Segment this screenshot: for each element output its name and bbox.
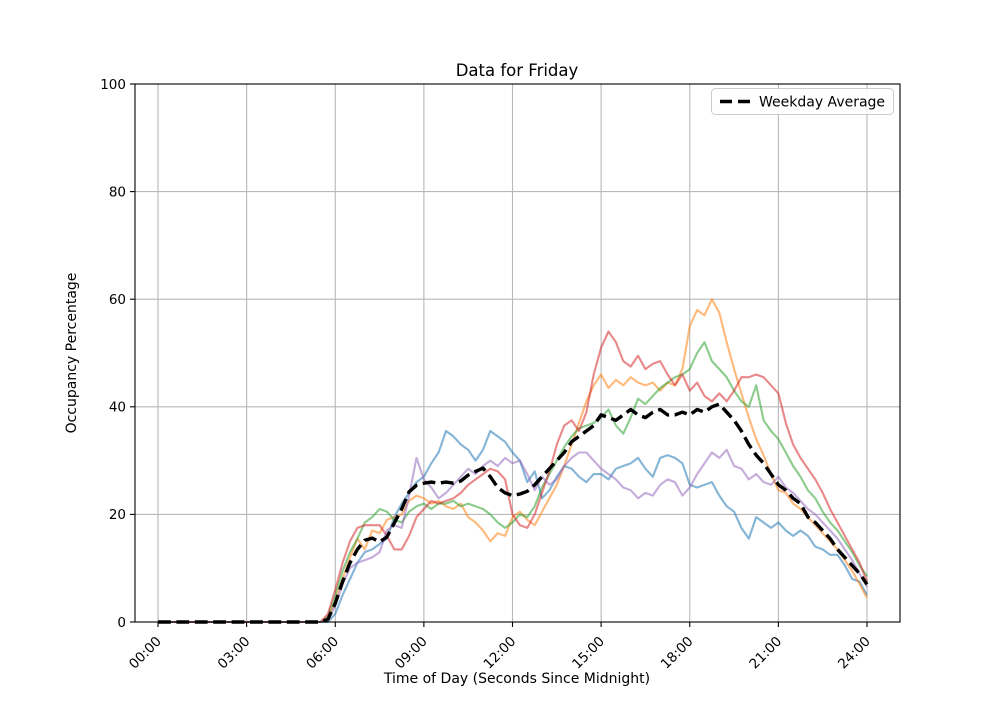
x-tick-label-15:00: 15:00 <box>569 634 608 673</box>
y-tick-label-0: 0 <box>117 615 126 631</box>
x-tick-label-00:00: 00:00 <box>126 634 165 673</box>
x-tick-label-24:00: 24:00 <box>835 634 874 673</box>
x-axis-label: Time of Day (Seconds Since Midnight) <box>383 671 650 687</box>
legend: Weekday Average <box>711 88 894 115</box>
legend-box <box>711 88 894 115</box>
grid <box>135 83 900 623</box>
x-tick-label-21:00: 21:00 <box>746 634 785 673</box>
x-tick-label-09:00: 09:00 <box>392 634 431 673</box>
y-tick-label-60: 60 <box>109 292 126 308</box>
y-tick-label-20: 20 <box>109 507 126 523</box>
legend-label: Weekday Average <box>759 95 885 111</box>
x-tick-label-18:00: 18:00 <box>658 634 697 673</box>
plot-border <box>134 83 901 623</box>
x-tick-label-06:00: 06:00 <box>303 634 342 673</box>
y-tick-label-80: 80 <box>109 184 126 200</box>
chart-title: Data for Friday <box>456 61 579 80</box>
y-tick-label-40: 40 <box>109 400 126 416</box>
x-tick-label-12:00: 12:00 <box>481 634 520 673</box>
y-tick-label-100: 100 <box>100 77 126 93</box>
x-tick-label-03:00: 03:00 <box>215 634 254 673</box>
y-axis-label: Occupancy Percentage <box>64 273 80 434</box>
axis-ticks <box>130 83 868 627</box>
